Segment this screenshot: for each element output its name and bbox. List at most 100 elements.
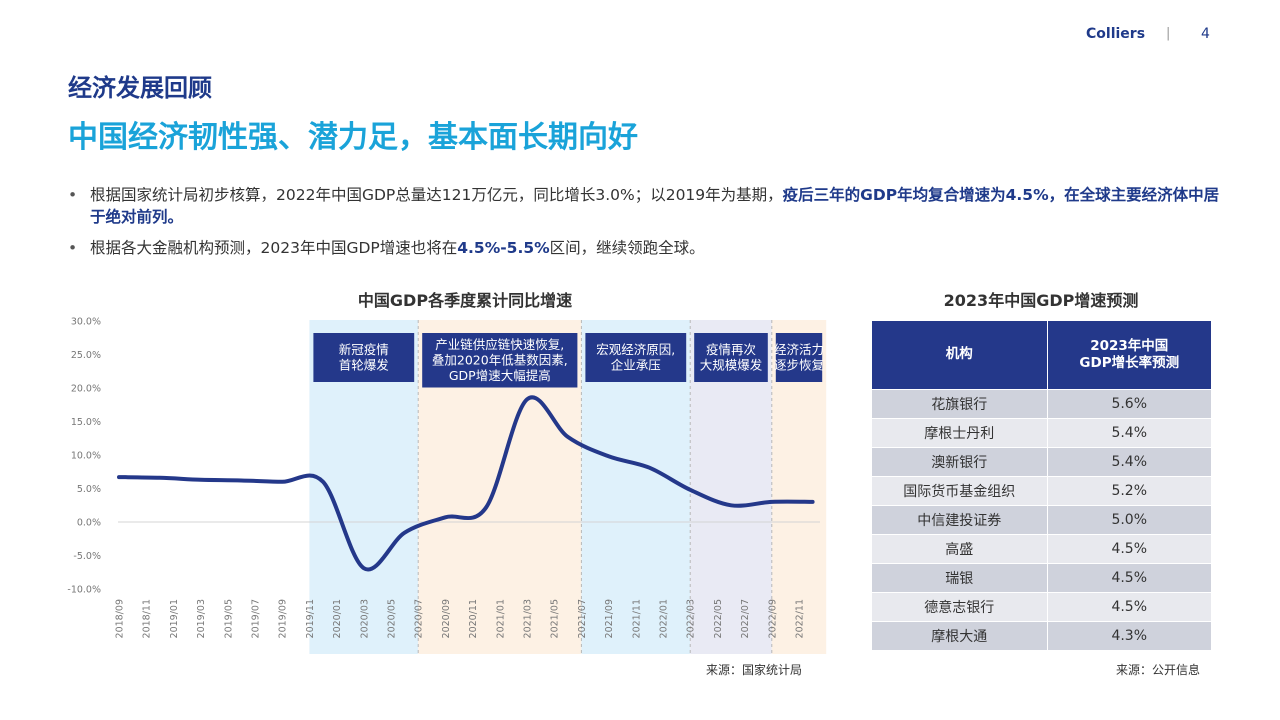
phase-label: 叠加2020年低基数因素, (432, 353, 568, 368)
phase-label-box (585, 333, 687, 382)
bullet-dot: • (68, 186, 78, 204)
x-tick-label: 2021/03 (523, 599, 534, 638)
phase-label-box (775, 333, 823, 382)
gdp-line-chart: 30.0% 25.0% 20.0% 15.0% 10.0% 5.0% 0.0% -5.0% -1… (67, 317, 827, 654)
y-tick-label: 30.0% (71, 317, 101, 328)
bullet-dot: • (68, 239, 78, 257)
y-tick-label: -10.0% (67, 585, 101, 596)
institution-cell: 澳新银行 (872, 446, 1048, 476)
rate-cell: 4.3% (1047, 620, 1211, 650)
institution-cell: 摩根大通 (872, 620, 1048, 650)
x-tick-label: 2020/11 (468, 599, 479, 638)
phase-label: 疫情再次 (706, 342, 756, 357)
x-tick-label: 2020/07 (414, 599, 425, 638)
table-row: 澳新银行 5.4% (872, 446, 1211, 476)
table-row: 摩根大通 4.3% (872, 620, 1211, 650)
x-tick-label: 2018/09 (115, 599, 126, 638)
header-rate: 2023年中国 GDP增长率预测 (1047, 321, 1211, 389)
institution-cell: 摩根士丹利 (872, 417, 1048, 447)
phase-label-box (422, 333, 578, 388)
x-tick-label: 2022/01 (659, 599, 670, 638)
rate-cell: 4.5% (1047, 562, 1211, 592)
x-tick-label: 2022/11 (795, 599, 806, 638)
chart-source: 来源：国家统计局 (706, 663, 803, 677)
x-tick-label: 2021/01 (495, 599, 506, 638)
phase-label: 大规模爆发 (700, 358, 763, 373)
institution-cell: 瑞银 (872, 562, 1048, 592)
x-tick-label: 2020/09 (441, 599, 452, 638)
institution-cell: 德意志银行 (872, 591, 1048, 621)
phase-label: 经济活力 (774, 342, 824, 357)
x-tick-label: 2019/07 (251, 599, 262, 638)
table-title: 2023年中国GDP增速预测 (943, 291, 1139, 310)
rate-cell: 5.2% (1047, 475, 1211, 505)
x-tick-label: 2019/09 (278, 599, 289, 638)
institution-cell: 高盛 (872, 533, 1048, 563)
page-number: 4 (1201, 26, 1210, 42)
x-tick-label: 2019/05 (223, 599, 234, 638)
x-tick-label: 2022/05 (713, 599, 724, 638)
bullet-highlight: 4.5%-5.5% (457, 239, 550, 257)
y-tick-label: 5.0% (77, 484, 101, 495)
phase-label: 宏观经济原因, (596, 342, 675, 357)
chart-title: 中国GDP各季度累计同比增速 (357, 291, 573, 310)
bullet-text: 根据各大金融机构预测，2023年中国GDP增速也将在 (90, 239, 458, 257)
institution-cell: 中信建投证券 (872, 504, 1048, 534)
institution-cell: 国际货币基金组织 (872, 475, 1048, 505)
table-row: 花旗银行 5.6% (872, 388, 1211, 418)
phase-label: 产业链供应链快速恢复, (435, 337, 564, 352)
rate-cell: 5.4% (1047, 446, 1211, 476)
section-title: 经济发展回顾 (68, 74, 212, 102)
table-row: 中信建投证券 5.0% (872, 504, 1211, 534)
x-tick-label: 2022/07 (740, 599, 751, 638)
table-row: 瑞银 4.5% (872, 562, 1211, 592)
x-tick-label: 2021/11 (631, 599, 642, 638)
y-tick-label: 15.0% (71, 417, 101, 428)
y-tick-label: 0.0% (77, 518, 101, 529)
x-tick-label: 2022/03 (686, 599, 697, 638)
bullet-item: • 根据国家统计局初步核算，2022年中国GDP总量达121万亿元，同比增长3.… (68, 184, 1228, 228)
bullet-highlight: 疫后三年的GDP年均复合增速为4.5%，在全球主要经济体中居于绝对前列。 (90, 186, 1220, 226)
forecast-table: 机构 2023年中国 GDP增长率预测 花旗银行 5.6% 摩根士丹利 5.4% 澳新银… (872, 321, 1211, 650)
x-tick-label: 2019/01 (169, 599, 180, 638)
header-rate-line: 2023年中国 (1090, 337, 1169, 354)
gdp-series-line (117, 395, 815, 572)
header-separator: | (1166, 26, 1171, 41)
x-tick-label: 2019/11 (305, 599, 316, 638)
bullet-text: 根据国家统计局初步核算，2022年中国GDP总量达121万亿元，同比增长3.0%… (90, 186, 783, 204)
rate-cell: 4.5% (1047, 533, 1211, 563)
x-tick-label: 2019/03 (196, 599, 207, 638)
phase-label: GDP增速大幅提高 (449, 368, 551, 383)
phase-label: 首轮爆发 (339, 358, 390, 373)
bullet-item: • 根据各大金融机构预测，2023年中国GDP增速也将在4.5%-5.5%区间，… (68, 237, 1228, 259)
phase-label-box (313, 333, 415, 382)
x-tick-label: 2020/05 (387, 599, 398, 638)
phase-label-box (694, 333, 768, 382)
x-tick-label: 2020/01 (332, 599, 343, 638)
phase-label: 企业承压 (611, 358, 661, 373)
y-tick-label: 25.0% (71, 350, 101, 361)
table-source: 来源：公开信息 (1116, 663, 1201, 677)
rate-cell: 4.5% (1047, 591, 1211, 621)
institution-cell: 花旗银行 (872, 388, 1048, 418)
phase-label: 新冠疫情 (339, 342, 389, 357)
y-tick-label: 20.0% (71, 384, 101, 395)
bullet-text: 区间，继续领跑全球。 (549, 239, 705, 257)
bullet-list: • 根据国家统计局初步核算，2022年中国GDP总量达121万亿元，同比增长3.… (68, 184, 1228, 268)
rate-cell: 5.4% (1047, 417, 1211, 447)
x-tick-label: 2022/09 (767, 599, 778, 638)
y-tick-label: -5.0% (73, 551, 101, 562)
x-tick-label: 2021/09 (604, 599, 615, 638)
brand-logo: Colliers (1086, 26, 1146, 42)
x-tick-label: 2021/07 (577, 599, 588, 638)
rate-cell: 5.0% (1047, 504, 1211, 534)
rate-cell: 5.6% (1047, 388, 1211, 418)
headline: 中国经济韧性强、潜力足，基本面长期向好 (68, 120, 638, 155)
x-tick-label: 2020/03 (359, 599, 370, 638)
table-row: 德意志银行 4.5% (872, 591, 1211, 621)
y-tick-label: 10.0% (71, 451, 101, 462)
table-row: 高盛 4.5% (872, 533, 1211, 563)
x-tick-label: 2021/05 (550, 599, 561, 638)
x-tick-label: 2018/11 (142, 599, 153, 638)
phase-label: 逐步恢复 (774, 358, 825, 373)
